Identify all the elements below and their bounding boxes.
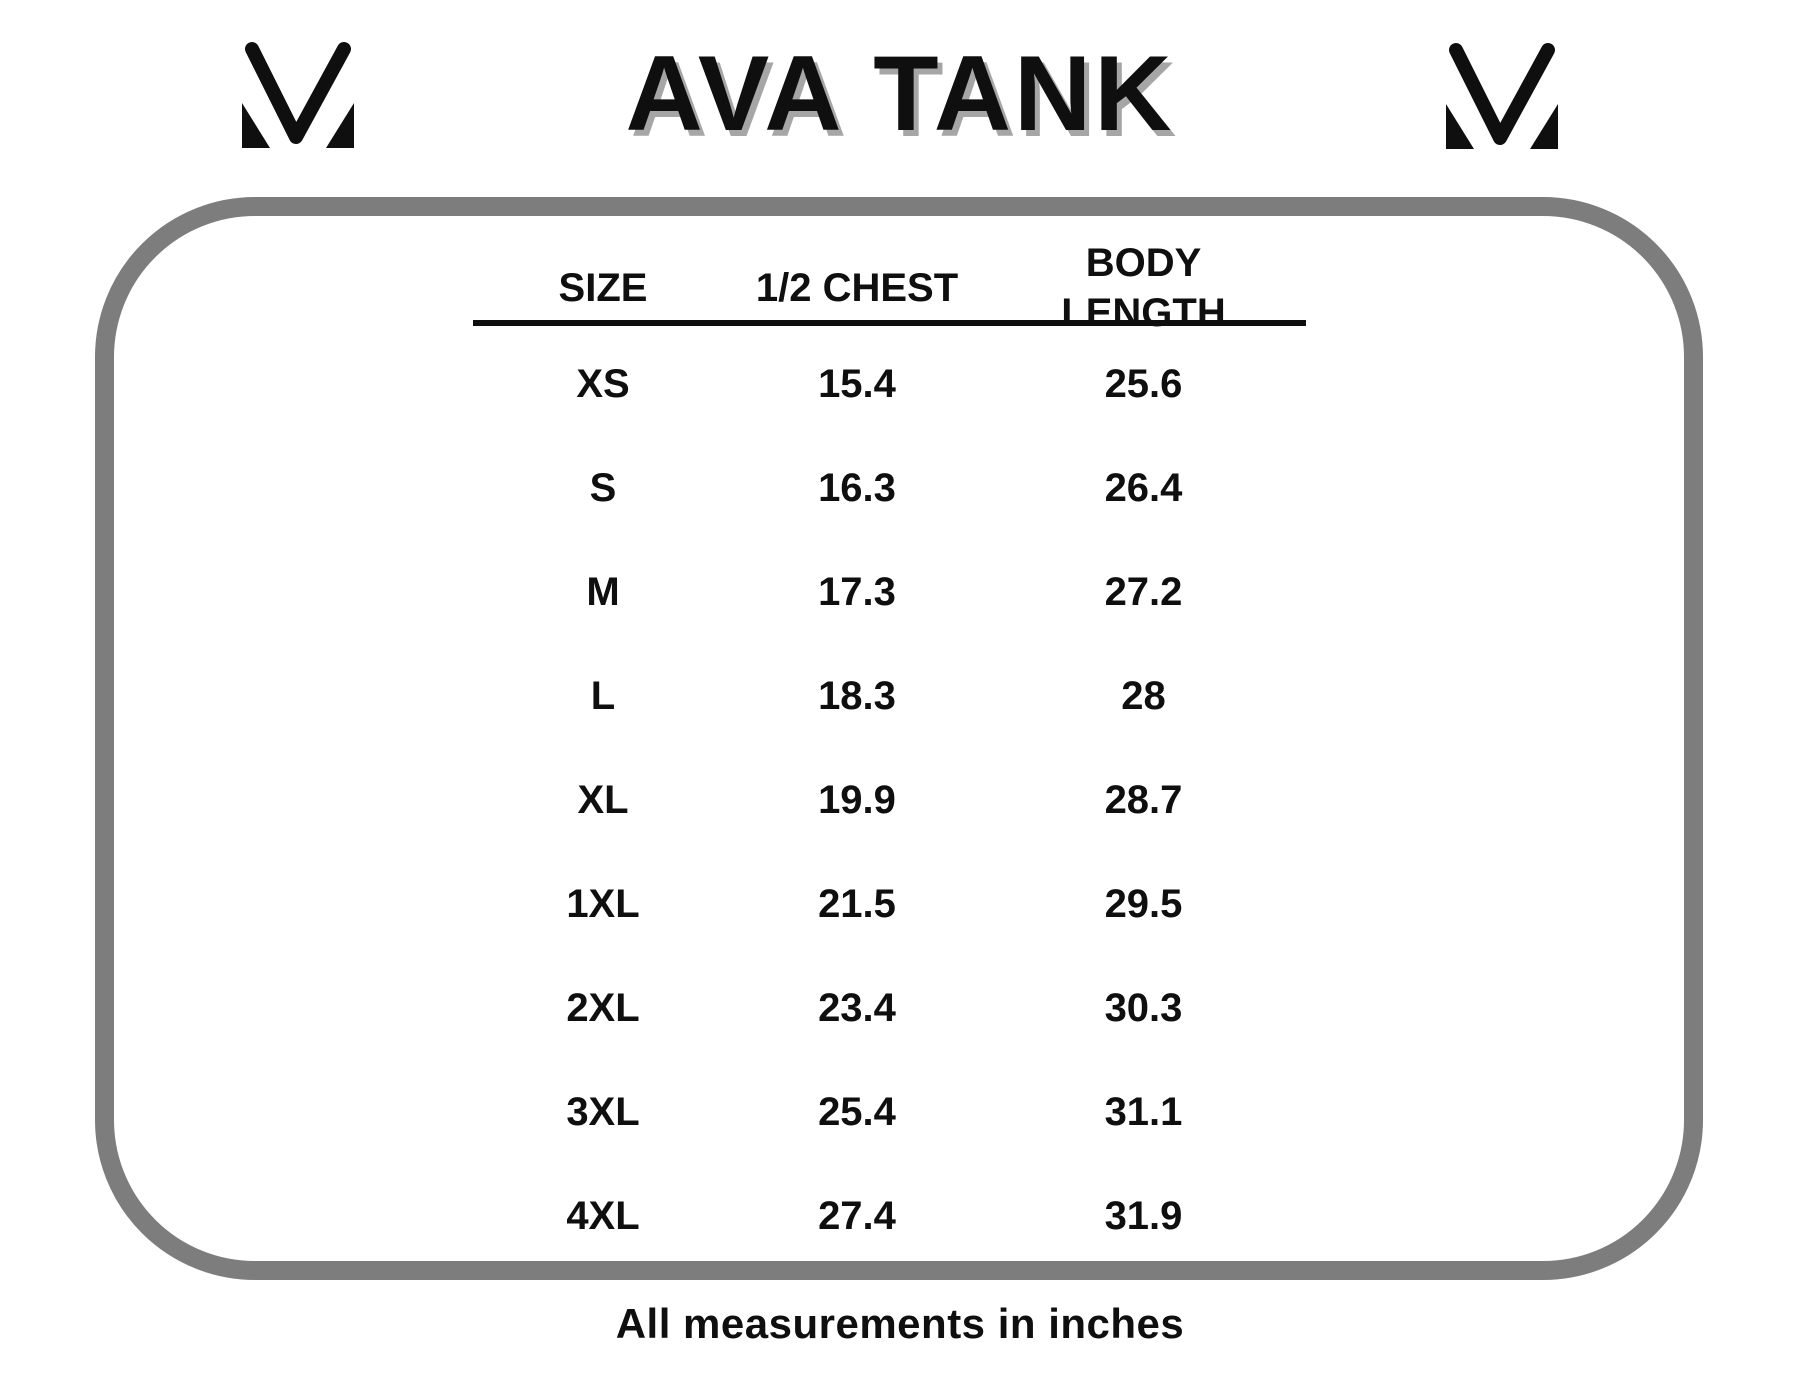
body-length-cell: 29.5	[1104, 882, 1183, 926]
body-length-cell: 26.4	[1104, 466, 1183, 510]
body-length-cell: 31.9	[1104, 1194, 1183, 1238]
half-chest-cell: 19.9	[818, 778, 896, 822]
body-length-cell: 30.3	[1104, 986, 1183, 1030]
body-length-cell: 27.2	[1104, 570, 1183, 614]
half-chest-cell: 21.5	[818, 882, 896, 926]
half-chest-cell: 15.4	[818, 362, 896, 406]
column-header-size: SIZE	[558, 266, 648, 310]
table-row: 2XL 23.4 30.3	[473, 956, 1306, 1060]
table-row: 4XL 27.4 31.9	[473, 1164, 1306, 1268]
page-title: AVA TANK	[625, 33, 1175, 153]
size-cell: 4XL	[566, 1194, 640, 1238]
column-header-half-chest: 1/2 CHEST	[755, 266, 959, 310]
size-cell: 2XL	[566, 986, 640, 1030]
table-row: XL 19.9 28.7	[473, 748, 1306, 852]
size-table: SIZE 1/2 CHEST BODY LENGTH XS 15.4 25.6 …	[473, 216, 1306, 1268]
size-cell: S	[589, 466, 617, 510]
column-header-body-length-label: BODY LENGTH	[1061, 241, 1226, 335]
brand-logo-right	[1446, 41, 1558, 149]
table-row: 3XL 25.4 31.1	[473, 1060, 1306, 1164]
body-length-cell: 25.6	[1104, 362, 1183, 406]
half-chest-cell: 16.3	[818, 466, 896, 510]
table-row: M 17.3 27.2	[473, 540, 1306, 644]
size-cell: 1XL	[566, 882, 640, 926]
table-row: XS 15.4 25.6	[473, 332, 1306, 436]
measurements-note: All measurements in inches	[615, 1300, 1185, 1347]
size-cell: M	[586, 570, 620, 614]
rounded-frame	[95, 197, 1703, 1280]
body-length-cell: 28	[1121, 674, 1166, 718]
size-cell: XL	[577, 778, 629, 822]
half-chest-cell: 27.4	[818, 1194, 896, 1238]
table-row: L 18.3 28	[473, 644, 1306, 748]
mv-monogram-icon	[242, 42, 354, 148]
body-length-cell: 31.1	[1104, 1090, 1183, 1134]
size-cell: XS	[576, 362, 630, 406]
table-row: 1XL 21.5 29.5	[473, 852, 1306, 956]
size-cell: 3XL	[566, 1090, 640, 1134]
table-header-row: SIZE 1/2 CHEST BODY LENGTH	[473, 216, 1306, 335]
table-row: S 16.3 26.4	[473, 436, 1306, 540]
column-header-body-length: BODY LENGTH	[981, 238, 1306, 338]
size-cell: L	[590, 674, 616, 718]
mv-monogram-icon	[1446, 43, 1558, 149]
table-body: XS 15.4 25.6 S 16.3 26.4 M 17.3 27.2 L 1…	[473, 326, 1306, 1268]
half-chest-cell: 25.4	[818, 1090, 896, 1134]
body-length-cell: 28.7	[1104, 778, 1183, 822]
brand-logo-left	[242, 40, 354, 148]
half-chest-cell: 23.4	[818, 986, 896, 1030]
half-chest-cell: 17.3	[818, 570, 896, 614]
half-chest-cell: 18.3	[818, 674, 896, 718]
